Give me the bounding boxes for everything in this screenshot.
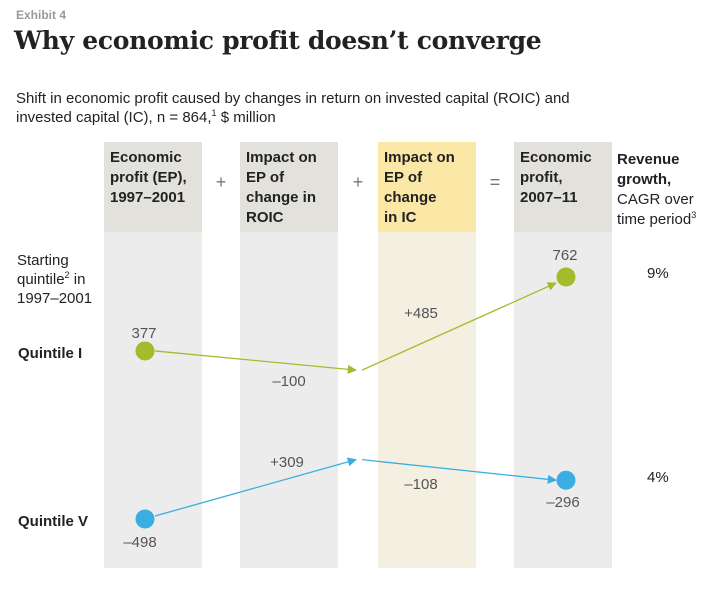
q5-roic-change-label: +309: [270, 454, 304, 471]
quintile-5-label: Quintile V: [18, 513, 89, 530]
q1-revenue-growth: 9%: [647, 265, 669, 282]
quintile-1-label: Quintile I: [18, 345, 83, 362]
row-header-starting-quintile: Starting quintile2 in 1997–2001: [17, 252, 93, 307]
plus-operator-2: +: [352, 172, 364, 192]
q5-start-value-label: –498: [123, 534, 157, 551]
chart-subtitle: Shift in economic profit caused by chang…: [16, 89, 676, 127]
revenue-growth-header: Revenue growth, CAGR over time period3: [617, 151, 697, 228]
q5-start-point: [135, 509, 155, 529]
q5-ic-change-label: –108: [404, 476, 438, 493]
q1-end-value-label: 762: [552, 247, 578, 264]
q5-end-value-label: –296: [546, 494, 580, 511]
q1-ic-change-arrow: [361, 282, 557, 371]
q5-ic-change-arrow: [361, 459, 557, 484]
q5-revenue-growth: 4%: [647, 469, 669, 486]
q5-roic-change-arrow: [154, 457, 357, 517]
q1-start-value-label: 377: [131, 325, 157, 342]
column-header-ep-start: Economic profit (EP), 1997–2001: [104, 142, 202, 232]
q1-ic-change-label: +485: [404, 305, 438, 322]
subtitle-line-1: Shift in economic profit caused by chang…: [16, 90, 570, 107]
q1-roic-change-arrow: [154, 350, 357, 374]
column-header-ic: Impact on EP of change in IC: [378, 142, 476, 232]
column-header-roic: Impact on EP of change in ROIC: [240, 142, 338, 232]
column-header-ep-end: Economic profit, 2007–11: [514, 142, 612, 232]
q1-roic-change-label: –100: [272, 373, 306, 390]
q1-start-point: [135, 341, 155, 361]
exhibit-label: Exhibit 4: [16, 8, 67, 22]
q1-end-point: [556, 267, 576, 287]
q5-end-point: [556, 470, 576, 490]
equals-operator: =: [489, 172, 501, 192]
plus-operator-1: +: [215, 172, 227, 192]
chart-title: Why economic profit doesn’t converge: [14, 26, 542, 55]
subtitle-line-2: invested capital (IC), n = 864,1 $ milli…: [16, 108, 276, 127]
